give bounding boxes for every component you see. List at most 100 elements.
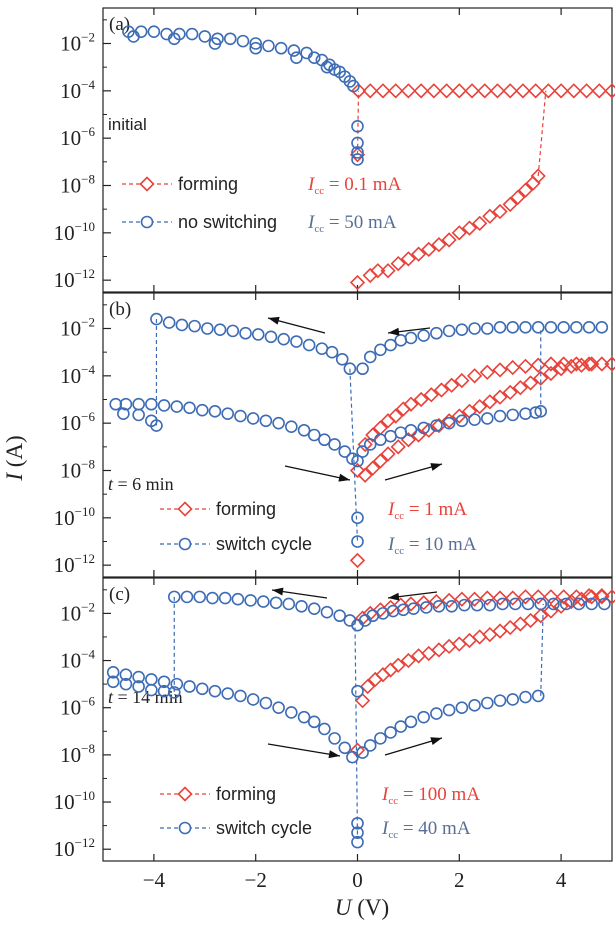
panel-note: t = 6 min [108,474,174,494]
data-point [249,37,262,50]
x-tick-label: −4 [143,868,166,892]
series-no-switching [122,25,364,166]
legend-entry: switch cycle [160,818,312,838]
data-point [213,323,227,336]
data-point [505,590,521,606]
y-tick-label: 10−4 [60,362,95,388]
data-point [259,414,273,428]
data-point [403,396,419,412]
data-point [519,407,532,421]
data-point [231,592,245,606]
data-point [455,414,469,428]
data-point [351,153,364,166]
data-point [351,136,364,150]
data-point [349,552,366,569]
data-point [356,362,369,376]
data-point [119,677,133,691]
compliance-label: Icc = 40 mA [381,818,471,841]
legend-entry: switch cycle [160,534,312,554]
data-point [584,356,600,372]
data-point [363,350,377,364]
sweep-arrow [384,737,443,756]
data-point [472,398,488,415]
data-point [595,321,609,334]
data-point [432,599,446,613]
data-point [117,407,130,421]
data-point [519,321,532,334]
legend-label: no switching [178,212,277,232]
data-point [568,589,585,605]
data-point [591,83,607,99]
data-point [246,412,260,425]
data-point [338,741,352,755]
data-point [183,401,196,415]
y-tick-label: 10−4 [60,647,95,673]
data-point [492,362,508,378]
data-point [470,598,484,612]
sweep-arrow [387,327,431,336]
data-point [553,83,569,99]
legend-marker [178,537,192,551]
data-point [404,331,418,345]
data-point [343,614,357,627]
data-point [568,356,585,372]
data-point [384,429,397,443]
data-point [221,687,235,700]
data-point [496,597,509,611]
data-point [472,215,488,231]
data-point [365,460,381,476]
y-tick-label: 10−6 [60,694,95,720]
data-point [236,34,250,48]
data-point [269,596,283,610]
data-point [307,715,321,729]
data-point [346,750,359,764]
y-tick-label: 10−8 [60,172,95,198]
data-point [466,368,483,384]
data-point [442,416,456,430]
data-point [167,590,181,604]
data-point [533,370,549,386]
data-point [556,356,572,372]
panel-a: 10−2 10−4 10−6 10−8 10−10 10−12 (a) initial form… [54,7,615,293]
data-point [522,375,539,391]
data-point [442,324,456,338]
data-point [400,652,417,669]
data-point [150,312,163,326]
data-point [315,342,329,355]
data-point [351,684,364,698]
data-point [433,382,450,398]
data-point [502,196,518,213]
data-point [249,41,262,55]
data-point [444,377,460,393]
data-point [413,83,429,99]
data-point [559,597,573,611]
data-point [390,255,406,272]
data-point [185,27,199,41]
data-point [264,330,278,344]
data-point [109,397,123,411]
data-point [510,189,526,205]
data-point [162,316,176,329]
data-point [477,83,493,99]
data-point [454,591,470,607]
data-point [519,690,532,704]
data-point [582,321,596,334]
data-point [451,408,467,424]
y-tick-label: 10−10 [54,504,95,530]
data-point [451,225,467,241]
data-point [351,146,364,159]
data-point [556,589,572,605]
compliance-label: Icc = 10 mA [387,534,477,557]
data-point [468,413,481,426]
data-point [553,598,569,614]
data-point [431,237,447,253]
legend-entry: forming [160,784,276,804]
dashed-connector [540,603,544,696]
data-point [482,394,498,410]
series-forming [349,356,615,569]
y-axis-label: I (A) [2,435,27,481]
data-point [157,675,171,689]
data-point [132,680,145,693]
data-point [127,30,140,43]
data-point [466,591,483,607]
